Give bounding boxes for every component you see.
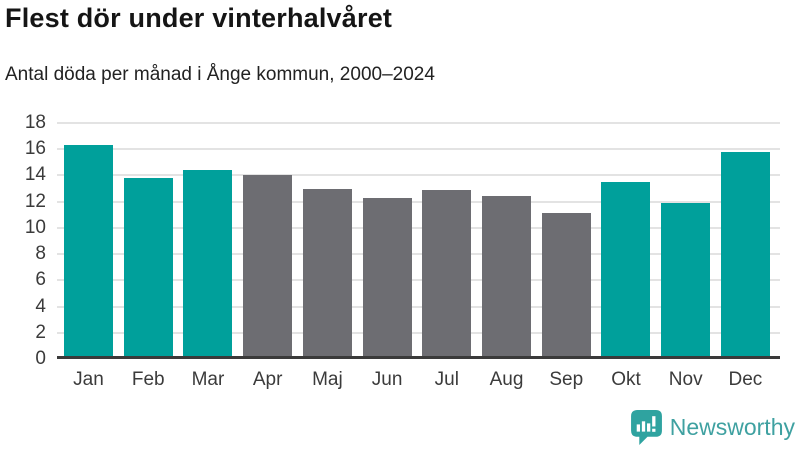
bar-jul (422, 189, 472, 359)
bar-feb (123, 178, 173, 359)
plot-area (57, 122, 780, 359)
gridline-10 (57, 226, 780, 229)
bar-chart: 0 2 4 6 8 10 12 14 16 18 Jan Feb Mar Apr Maj Jun Jul Aug… (0, 113, 800, 403)
bar-aug (482, 196, 532, 359)
x-tick-nov: Nov (668, 369, 703, 390)
y-axis: 0 2 4 6 8 10 12 14 16 18 (0, 113, 46, 369)
x-axis-labels: Jan Feb Mar Apr Maj Jun Jul Aug Sep Okt Nov Dec (57, 369, 780, 391)
newsworthy-logo-text: Newsworthy (669, 414, 795, 440)
y-tick-6: 6 (35, 269, 46, 291)
gridline-16 (57, 148, 780, 151)
gridline-4 (57, 305, 780, 308)
x-tick-jul: Jul (434, 369, 459, 390)
bar-mar (183, 170, 233, 359)
y-tick-2: 2 (35, 321, 46, 343)
gridline-18 (57, 122, 780, 124)
x-tick-maj: Maj (312, 369, 343, 390)
bar-sep (541, 213, 591, 359)
chart-subtitle: Antal döda per månad i Ånge kommun, 2000… (5, 64, 435, 85)
bar-chart-speech-bubble-icon (630, 410, 662, 445)
x-tick-dec: Dec (728, 369, 763, 390)
bar-series (57, 123, 780, 359)
y-tick-10: 10 (24, 216, 46, 238)
y-tick-18: 18 (24, 112, 46, 133)
y-tick-0: 0 (35, 348, 46, 369)
bar-jan (64, 145, 113, 359)
y-tick-14: 14 (24, 164, 46, 186)
gridline-8 (57, 253, 780, 256)
gridline-14 (57, 174, 780, 177)
gridline-2 (57, 331, 780, 334)
bar-jun (362, 197, 412, 359)
bar-okt (601, 182, 651, 359)
x-tick-sep: Sep (549, 369, 584, 390)
x-tick-jun: Jun (371, 369, 403, 390)
y-tick-12: 12 (24, 190, 46, 212)
x-tick-feb: Feb (131, 369, 165, 390)
newsworthy-logo: Newsworthy (630, 410, 795, 445)
bar-maj (302, 188, 352, 359)
chart-title: Flest dör under vinterhalvåret (5, 3, 393, 33)
x-tick-okt: Okt (611, 369, 641, 390)
x-tick-mar: Mar (191, 369, 225, 390)
bar-nov (661, 202, 711, 359)
x-axis-line (57, 356, 780, 359)
y-tick-4: 4 (35, 295, 46, 317)
bar-apr (243, 175, 293, 359)
x-tick-aug: Aug (489, 369, 524, 390)
y-tick-8: 8 (35, 243, 46, 265)
bar-dec (720, 151, 770, 359)
x-tick-jan: Jan (73, 369, 104, 390)
x-tick-apr: Apr (252, 369, 283, 390)
gridline-12 (57, 200, 780, 203)
y-tick-16: 16 (24, 138, 46, 160)
gridline-6 (57, 279, 780, 282)
